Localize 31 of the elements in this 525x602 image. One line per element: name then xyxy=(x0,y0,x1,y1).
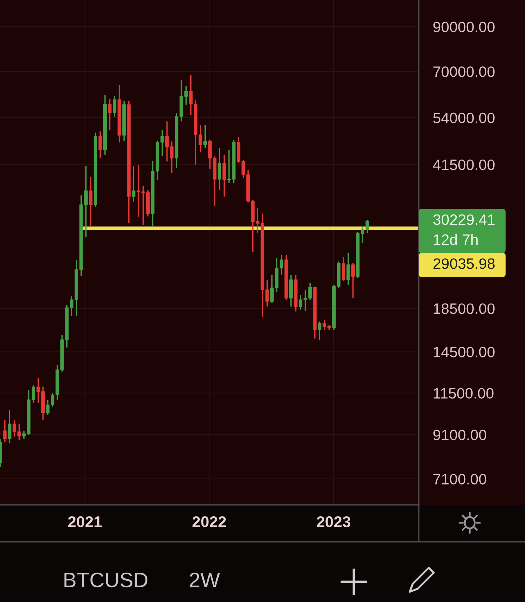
x-tick-label: 2021 xyxy=(68,516,102,528)
candlestick xyxy=(342,256,346,282)
candlestick xyxy=(8,410,12,444)
data-label: 29035.98 xyxy=(434,258,495,270)
y-tick-label: 70000.00 xyxy=(434,66,495,78)
x-tick-label: 2023 xyxy=(317,516,351,528)
candlestick xyxy=(89,176,93,227)
candlestick xyxy=(204,124,208,149)
text: 30229.41 12d 7h xyxy=(434,214,495,246)
text: BTCUSD xyxy=(64,572,148,588)
y-tick-label: 9100.00 xyxy=(434,430,487,441)
candlestick xyxy=(113,96,117,118)
candlestick xyxy=(3,420,7,444)
text: 2W xyxy=(190,572,220,588)
candlestick xyxy=(132,166,136,202)
y-tick-label: 14500.00 xyxy=(434,346,495,358)
y-tick-label: 54000.00 xyxy=(433,112,495,124)
candlestick xyxy=(108,98,112,131)
y-tick-label: 11500.00 xyxy=(434,388,494,399)
candlestick xyxy=(346,252,350,286)
candlestick xyxy=(222,154,226,198)
candlestick xyxy=(98,130,102,159)
y-tick-label: 90000.00 xyxy=(434,22,495,33)
x-tick-label: 2022 xyxy=(192,516,226,528)
candlestick xyxy=(318,321,322,341)
y-tick-label: 7100.00 xyxy=(434,474,487,485)
y-tick-label: 41500.00 xyxy=(433,160,495,170)
candlestick xyxy=(351,262,356,299)
y-tick-label: 18500.00 xyxy=(434,304,495,314)
candlestick xyxy=(218,147,222,191)
candlestick xyxy=(290,274,294,308)
